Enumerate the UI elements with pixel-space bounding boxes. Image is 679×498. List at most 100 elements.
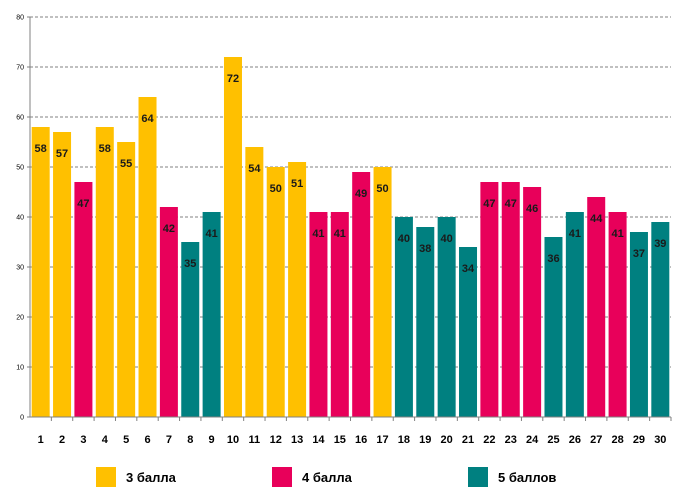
bar bbox=[459, 247, 478, 417]
bar-value-label: 41 bbox=[312, 228, 324, 240]
bar bbox=[95, 127, 114, 417]
bar-value-label: 37 bbox=[633, 248, 645, 260]
bar-value-label: 41 bbox=[205, 228, 217, 240]
bar-value-label: 58 bbox=[35, 143, 47, 155]
y-tick-label: 10 bbox=[16, 365, 24, 372]
bar-value-label: 41 bbox=[334, 228, 346, 240]
data-labels: 58 57 47 58 55 64 42 35 41 72 54 50 51 41 41 49 50 40 38 40… bbox=[35, 73, 667, 275]
bar-value-label: 38 bbox=[419, 243, 431, 255]
bar-value-label: 54 bbox=[248, 163, 261, 175]
x-tick-label: 15 bbox=[334, 434, 346, 446]
y-tick-label: 30 bbox=[16, 265, 24, 272]
x-tick-label: 28 bbox=[611, 434, 623, 446]
bar-value-label: 57 bbox=[56, 148, 68, 160]
x-tick-label: 3 bbox=[80, 434, 86, 446]
bar-value-label: 47 bbox=[483, 198, 495, 210]
bars bbox=[31, 57, 670, 417]
bar-value-label: 41 bbox=[569, 228, 581, 240]
bar bbox=[330, 212, 349, 417]
x-axis-ticks: 1 2 3 4 5 6 7 8 9 10 11 12 13 14 15 16 17 18 19 20 21 22 23 24 2… bbox=[38, 417, 672, 446]
y-tick-label: 70 bbox=[16, 65, 24, 72]
legend-item-4: 4 балла bbox=[272, 463, 352, 491]
bar-value-label: 44 bbox=[590, 213, 603, 225]
legend-item-5: 5 баллов bbox=[468, 463, 556, 491]
bar-value-label: 40 bbox=[441, 233, 453, 245]
bar bbox=[202, 212, 221, 417]
bar bbox=[437, 217, 456, 417]
bar-value-label: 34 bbox=[462, 263, 475, 275]
bar bbox=[266, 167, 285, 417]
bar-value-label: 58 bbox=[99, 143, 111, 155]
bar bbox=[587, 197, 606, 417]
bar bbox=[608, 212, 627, 417]
x-tick-label: 12 bbox=[270, 434, 282, 446]
bar-value-label: 47 bbox=[77, 198, 89, 210]
y-tick-label: 80 bbox=[16, 15, 24, 22]
legend-label-3: 3 балла bbox=[126, 469, 176, 485]
x-tick-label: 4 bbox=[102, 434, 109, 446]
legend-swatch-5 bbox=[468, 467, 488, 487]
y-tick-label: 50 bbox=[16, 165, 24, 172]
bar bbox=[53, 132, 72, 417]
bar-value-label: 50 bbox=[270, 183, 282, 195]
bar-value-label: 51 bbox=[291, 178, 303, 190]
bar bbox=[288, 162, 307, 417]
legend-item-3: 3 балла bbox=[96, 463, 176, 491]
bar bbox=[74, 182, 93, 417]
bar-value-label: 39 bbox=[654, 238, 666, 250]
bar-value-label: 46 bbox=[526, 203, 538, 215]
x-tick-label: 2 bbox=[59, 434, 65, 446]
bar bbox=[416, 227, 435, 417]
x-tick-label: 6 bbox=[144, 434, 150, 446]
bar bbox=[501, 182, 520, 417]
x-tick-label: 20 bbox=[441, 434, 453, 446]
bar bbox=[223, 57, 242, 417]
bar-value-label: 49 bbox=[355, 188, 367, 200]
legend-label-5: 5 баллов bbox=[498, 469, 557, 485]
x-tick-label: 29 bbox=[633, 434, 645, 446]
x-tick-label: 17 bbox=[376, 434, 388, 446]
y-tick-label: 20 bbox=[16, 315, 24, 322]
x-tick-label: 9 bbox=[209, 434, 215, 446]
x-tick-label: 23 bbox=[505, 434, 517, 446]
bar bbox=[373, 167, 392, 417]
y-tick-label: 40 bbox=[16, 215, 24, 222]
bar-value-label: 42 bbox=[163, 223, 175, 235]
x-tick-label: 19 bbox=[419, 434, 431, 446]
bar bbox=[523, 187, 542, 417]
bar bbox=[565, 212, 584, 417]
x-tick-label: 27 bbox=[590, 434, 602, 446]
bar bbox=[181, 242, 200, 417]
bar-value-label: 36 bbox=[547, 253, 559, 265]
bar-value-label: 72 bbox=[227, 73, 239, 85]
bar-value-label: 64 bbox=[141, 113, 154, 125]
x-tick-label: 25 bbox=[547, 434, 559, 446]
x-tick-label: 21 bbox=[462, 434, 474, 446]
bar bbox=[245, 147, 264, 417]
x-tick-label: 5 bbox=[123, 434, 129, 446]
x-tick-label: 10 bbox=[227, 434, 239, 446]
bar-value-label: 35 bbox=[184, 258, 196, 270]
x-tick-label: 11 bbox=[249, 434, 261, 446]
x-tick-label: 14 bbox=[312, 434, 325, 446]
bar bbox=[309, 212, 328, 417]
bar bbox=[31, 127, 50, 417]
legend-label-4: 4 балла bbox=[302, 469, 352, 485]
x-tick-label: 30 bbox=[654, 434, 666, 446]
bar-value-label: 40 bbox=[398, 233, 410, 245]
bar-value-label: 41 bbox=[611, 228, 623, 240]
bar bbox=[352, 172, 371, 417]
bar bbox=[629, 232, 648, 417]
bar-value-label: 47 bbox=[505, 198, 517, 210]
gridlines bbox=[30, 16, 671, 368]
legend-swatch-4 bbox=[272, 467, 292, 487]
bar bbox=[394, 217, 413, 417]
x-tick-label: 22 bbox=[483, 434, 495, 446]
x-tick-label: 1 bbox=[38, 434, 44, 446]
bar bbox=[480, 182, 499, 417]
x-tick-label: 18 bbox=[398, 434, 410, 446]
x-tick-label: 26 bbox=[569, 434, 581, 446]
y-tick-label: 0 bbox=[20, 415, 24, 422]
x-tick-label: 8 bbox=[187, 434, 193, 446]
